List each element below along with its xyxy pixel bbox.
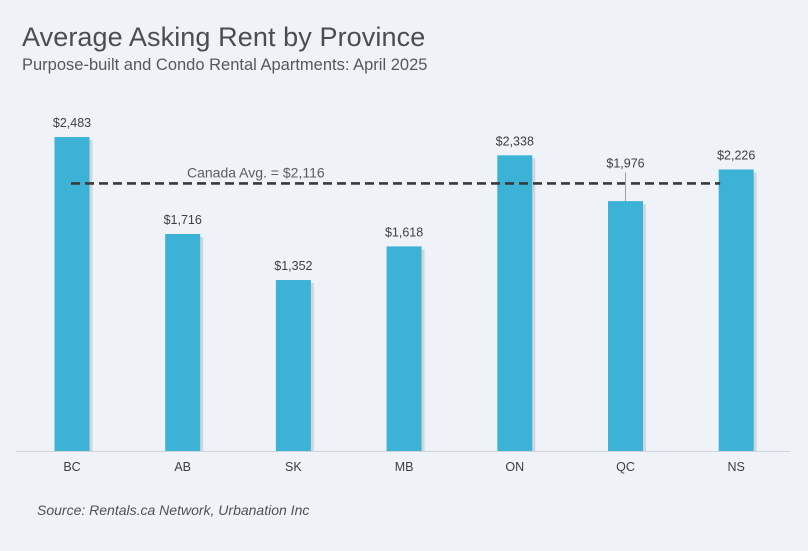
- chart-subtitle: Purpose-built and Condo Rental Apartment…: [22, 56, 428, 74]
- source-note: Source: Rentals.ca Network, Urbanation I…: [37, 502, 310, 518]
- x-tick-label-mb: MB: [395, 460, 414, 474]
- canada-average-label: Canada Avg. = $2,116: [187, 164, 325, 180]
- value-label-mb: $1,618: [385, 225, 423, 239]
- x-tick-label-sk: SK: [285, 460, 302, 474]
- value-label-ns: $2,226: [717, 149, 755, 163]
- x-tick-label-bc: BC: [63, 460, 80, 474]
- bar-sk: [275, 280, 311, 451]
- bar-bc: [54, 137, 90, 451]
- bar-ns: [718, 169, 754, 452]
- value-label-bc: $2,483: [53, 116, 91, 130]
- bar-on: [497, 155, 533, 452]
- x-tick-label-qc: QC: [616, 460, 635, 474]
- chart-title: Average Asking Rent by Province: [22, 22, 426, 52]
- value-label-ab: $1,716: [164, 213, 202, 227]
- x-tick-label-ns: NS: [728, 460, 745, 474]
- bar-mb: [386, 246, 422, 451]
- x-tick-label-ab: AB: [174, 460, 191, 474]
- value-label-on: $2,338: [496, 134, 534, 148]
- bar-qc: [608, 201, 643, 451]
- x-tick-label-on: ON: [505, 460, 524, 474]
- bar-ab: [165, 233, 201, 451]
- value-label-sk: $1,352: [274, 259, 312, 273]
- value-label-qc: $1,976: [606, 156, 644, 170]
